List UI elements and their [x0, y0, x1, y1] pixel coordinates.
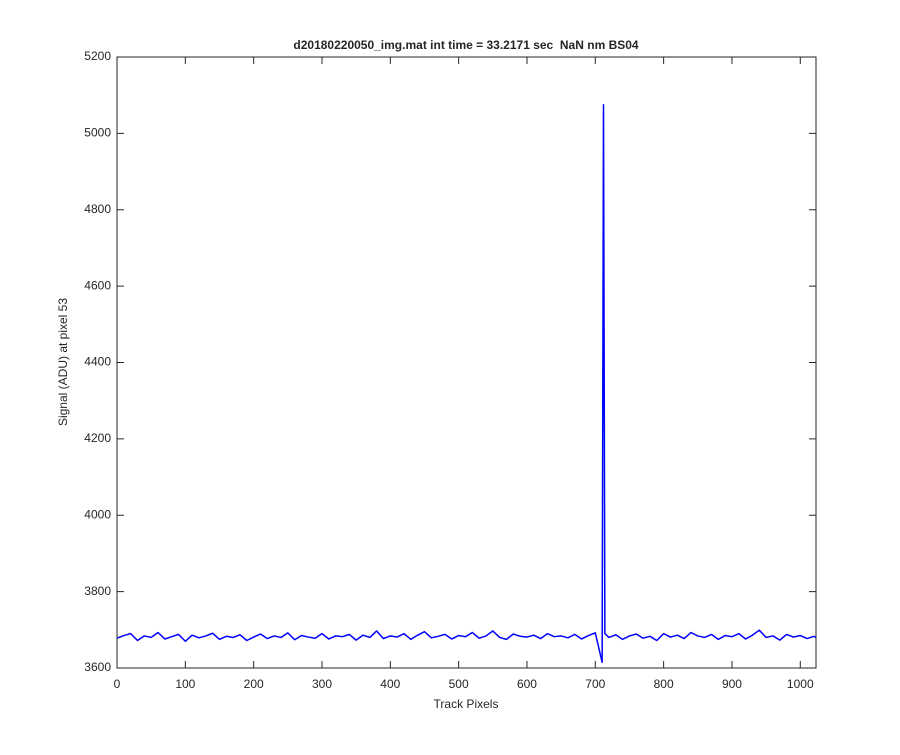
x-tick-label: 0 [114, 677, 121, 691]
x-tick-label: 800 [654, 677, 674, 691]
x-tick-label: 400 [380, 677, 400, 691]
x-tick-label: 300 [312, 677, 332, 691]
y-tick-label: 5000 [84, 126, 111, 140]
y-tick-label: 4600 [84, 278, 111, 292]
x-tick-label: 1000 [787, 677, 814, 691]
chart-title: d20180220050_img.mat int time = 33.2171 … [293, 38, 639, 52]
x-tick-label: 600 [517, 677, 537, 691]
x-tick-label: 100 [175, 677, 195, 691]
x-tick-label: 700 [585, 677, 605, 691]
y-tick-label: 3800 [84, 584, 111, 598]
y-tick-label: 4400 [84, 355, 111, 369]
y-tick-label: 3600 [84, 660, 111, 674]
y-tick-label: 4800 [84, 202, 111, 216]
x-axis-label: Track Pixels [434, 697, 499, 711]
y-tick-label: 5200 [84, 49, 111, 63]
plot-area [116, 56, 817, 669]
x-tick-label: 900 [722, 677, 742, 691]
x-tick-label: 500 [449, 677, 469, 691]
x-tick-label: 200 [244, 677, 264, 691]
y-tick-label: 4000 [84, 507, 111, 521]
y-tick-label: 4200 [84, 431, 111, 445]
data-line [116, 103, 817, 664]
y-axis-label: Signal (ADU) at pixel 53 [56, 298, 70, 426]
